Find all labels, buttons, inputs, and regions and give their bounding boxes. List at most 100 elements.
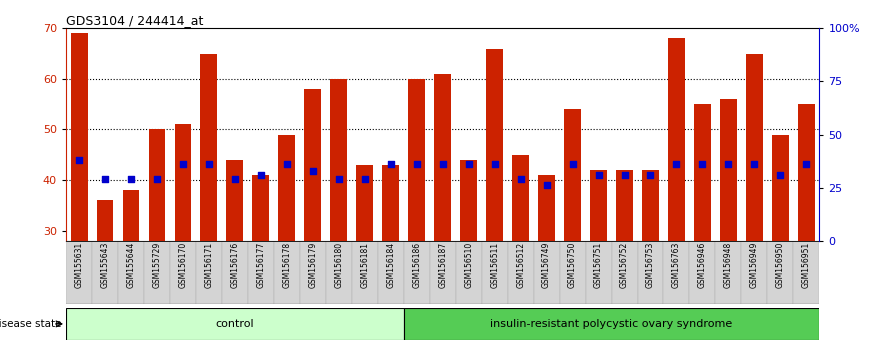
- Bar: [253, 175, 270, 241]
- Bar: [278, 135, 295, 241]
- Point: [799, 161, 813, 167]
- Bar: [118, 241, 144, 304]
- Text: GSM156948: GSM156948: [724, 242, 733, 288]
- Text: GSM156750: GSM156750: [568, 242, 577, 289]
- Text: GSM156949: GSM156949: [750, 242, 759, 289]
- Point: [254, 172, 268, 178]
- Point: [462, 161, 476, 167]
- Bar: [66, 241, 92, 304]
- Text: GSM156187: GSM156187: [438, 242, 448, 288]
- Point: [722, 161, 736, 167]
- Point: [176, 161, 190, 167]
- Point: [332, 176, 346, 182]
- Text: GSM155644: GSM155644: [127, 242, 136, 289]
- Text: disease state: disease state: [0, 319, 64, 329]
- Bar: [97, 200, 114, 241]
- Bar: [434, 74, 451, 241]
- Bar: [408, 79, 426, 241]
- Bar: [590, 170, 607, 241]
- Text: GSM156511: GSM156511: [490, 242, 500, 288]
- Text: GSM156753: GSM156753: [646, 242, 655, 289]
- Bar: [122, 190, 139, 241]
- Bar: [300, 241, 326, 304]
- Point: [72, 157, 86, 163]
- Point: [487, 161, 501, 167]
- Bar: [512, 155, 529, 241]
- Text: insulin-resistant polycystic ovary syndrome: insulin-resistant polycystic ovary syndr…: [491, 319, 733, 329]
- Text: GSM156180: GSM156180: [334, 242, 344, 288]
- Text: GSM155643: GSM155643: [100, 242, 109, 289]
- Legend: count, percentile rank within the sample: count, percentile rank within the sample: [71, 352, 271, 354]
- Text: GSM156751: GSM156751: [594, 242, 603, 288]
- Bar: [486, 48, 503, 241]
- Text: GSM156510: GSM156510: [464, 242, 473, 288]
- Bar: [742, 241, 767, 304]
- Text: GSM156950: GSM156950: [776, 242, 785, 289]
- Point: [747, 161, 761, 167]
- Text: GSM156181: GSM156181: [360, 242, 369, 288]
- Bar: [356, 165, 374, 241]
- Point: [306, 168, 320, 173]
- Bar: [559, 241, 586, 304]
- Text: control: control: [216, 319, 255, 329]
- Bar: [352, 241, 378, 304]
- Point: [435, 161, 449, 167]
- Bar: [330, 79, 347, 241]
- Bar: [382, 165, 399, 241]
- Point: [124, 176, 138, 182]
- Bar: [794, 241, 819, 304]
- Bar: [767, 241, 794, 304]
- Bar: [201, 53, 218, 241]
- Point: [228, 176, 242, 182]
- Bar: [772, 135, 788, 241]
- Bar: [668, 39, 685, 241]
- Text: GSM156176: GSM156176: [231, 242, 240, 288]
- Text: GSM156184: GSM156184: [386, 242, 396, 288]
- Bar: [196, 241, 222, 304]
- Point: [539, 183, 553, 188]
- Bar: [305, 89, 322, 241]
- Bar: [149, 130, 166, 241]
- Point: [98, 176, 112, 182]
- Bar: [720, 99, 737, 241]
- Text: GSM156946: GSM156946: [698, 242, 707, 289]
- Text: GSM156177: GSM156177: [256, 242, 265, 288]
- Point: [670, 161, 684, 167]
- Point: [280, 161, 294, 167]
- Text: GDS3104 / 244414_at: GDS3104 / 244414_at: [66, 14, 204, 27]
- Point: [643, 172, 657, 178]
- Bar: [222, 241, 248, 304]
- Bar: [638, 241, 663, 304]
- Bar: [586, 241, 611, 304]
- Bar: [715, 241, 742, 304]
- Point: [384, 161, 398, 167]
- Point: [202, 161, 216, 167]
- Text: GSM156763: GSM156763: [672, 242, 681, 289]
- Bar: [507, 241, 534, 304]
- Bar: [274, 241, 300, 304]
- Bar: [694, 104, 711, 241]
- Bar: [616, 170, 633, 241]
- Bar: [538, 175, 555, 241]
- Text: GSM155729: GSM155729: [152, 242, 161, 288]
- Text: GSM156749: GSM156749: [542, 242, 552, 289]
- Point: [358, 176, 372, 182]
- Text: GSM156178: GSM156178: [282, 242, 292, 288]
- Bar: [455, 241, 482, 304]
- Bar: [746, 53, 763, 241]
- Bar: [326, 241, 352, 304]
- Bar: [174, 124, 191, 241]
- Point: [695, 161, 709, 167]
- Text: GSM156951: GSM156951: [802, 242, 811, 288]
- Bar: [70, 33, 87, 241]
- Bar: [534, 241, 559, 304]
- Bar: [66, 308, 403, 340]
- Bar: [663, 241, 690, 304]
- Bar: [403, 241, 430, 304]
- Bar: [690, 241, 715, 304]
- Point: [591, 172, 605, 178]
- Bar: [170, 241, 196, 304]
- Bar: [92, 241, 118, 304]
- Bar: [642, 170, 659, 241]
- Text: GSM156752: GSM156752: [620, 242, 629, 288]
